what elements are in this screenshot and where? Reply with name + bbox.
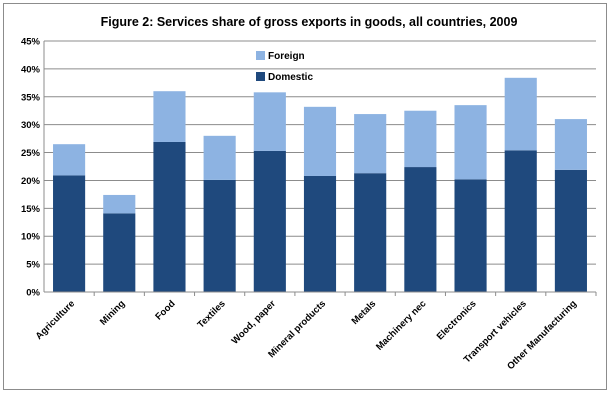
- bar-domestic: [303, 175, 337, 292]
- y-tick-label: 5%: [26, 260, 40, 271]
- gridlines: [44, 40, 596, 265]
- legend-swatch-foreign: [256, 51, 265, 60]
- y-tick-label: 20%: [21, 176, 41, 187]
- legend-label-foreign: Foreign: [268, 51, 305, 62]
- y-tick-label: 30%: [21, 120, 41, 131]
- y-tick-label: 10%: [21, 232, 41, 243]
- legend-swatch-domestic: [256, 72, 265, 81]
- y-tick-label: 15%: [21, 204, 41, 215]
- y-tick-label: 25%: [21, 148, 41, 159]
- legend-label-domestic: Domestic: [268, 72, 313, 83]
- y-tick-label: 45%: [21, 37, 41, 48]
- bar-domestic: [103, 213, 136, 292]
- legend: Foreign Domestic: [256, 51, 313, 83]
- bar-domestic: [253, 150, 286, 292]
- bar-foreign: [53, 144, 86, 176]
- bar-foreign: [103, 194, 136, 214]
- bar-foreign: [454, 105, 487, 180]
- bar-foreign: [554, 119, 587, 170]
- bar-domestic: [354, 173, 387, 292]
- x-tick-label: Metals: [350, 298, 379, 327]
- x-tick-label: Wood, paper: [230, 298, 279, 347]
- x-tick-label: Mining: [98, 298, 128, 328]
- bar-domestic: [153, 141, 186, 292]
- bar-foreign: [354, 114, 387, 174]
- bar-domestic: [404, 167, 437, 292]
- x-tick-label: Agriculture: [34, 298, 78, 342]
- bar-foreign: [203, 135, 236, 180]
- bar-foreign: [404, 110, 437, 168]
- chart-title: Figure 2: Services share of gross export…: [101, 15, 518, 29]
- x-tick-label: Textiles: [195, 298, 227, 330]
- x-tick-label: Electronics: [435, 298, 479, 342]
- bar-foreign: [504, 77, 537, 151]
- y-tick-label: 0%: [26, 288, 40, 299]
- bar-foreign: [153, 91, 186, 142]
- bar-domestic: [203, 179, 236, 292]
- chart-frame: [3, 3, 607, 390]
- bar-domestic: [53, 175, 86, 292]
- bar-foreign: [303, 106, 337, 176]
- x-tick-label: Machinery nec: [374, 298, 428, 352]
- bars: [53, 77, 587, 292]
- x-tick-label: Food: [153, 298, 177, 322]
- y-tick-label: 35%: [21, 92, 41, 103]
- bar-domestic: [554, 169, 587, 292]
- y-tick-label: 40%: [21, 64, 41, 75]
- bar-domestic: [504, 150, 537, 292]
- bar-foreign: [253, 92, 286, 151]
- bar-domestic: [454, 179, 487, 292]
